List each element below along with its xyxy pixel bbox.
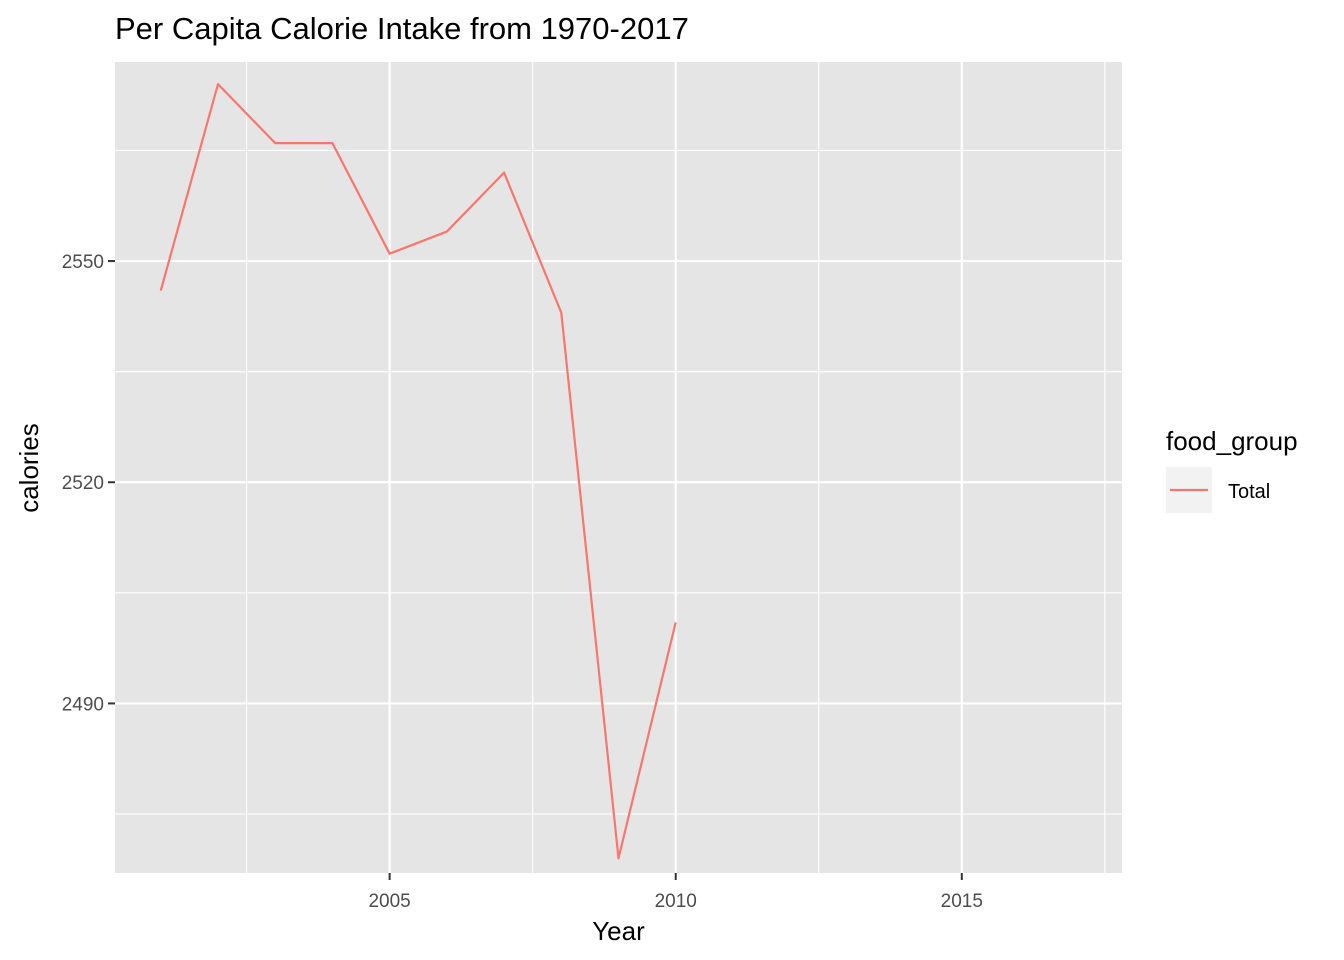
y-tick-label: 2520: [62, 473, 104, 494]
y-axis: 2490 2520 2550: [62, 252, 115, 715]
series-line-total: [159, 83, 677, 860]
legend: food_group Total: [1166, 426, 1298, 513]
legend-label-total: Total: [1228, 481, 1270, 503]
x-tick-label: 2015: [941, 891, 983, 912]
minor-gridlines: [115, 62, 1122, 873]
plot-panel: [115, 62, 1122, 873]
chart-title: Per Capita Calorie Intake from 1970-2017: [115, 11, 689, 46]
y-axis-title: calories: [14, 423, 44, 513]
y-tick-label: 2490: [62, 694, 104, 715]
y-tick-label: 2550: [62, 252, 104, 273]
x-tick-label: 2010: [655, 891, 697, 912]
x-axis: 2005 2010 2015: [368, 873, 983, 912]
legend-title: food_group: [1166, 426, 1298, 456]
x-axis-title: Year: [592, 916, 645, 946]
major-gridlines: [115, 62, 1122, 873]
series-layer: [159, 83, 677, 860]
x-tick-label: 2005: [368, 891, 410, 912]
